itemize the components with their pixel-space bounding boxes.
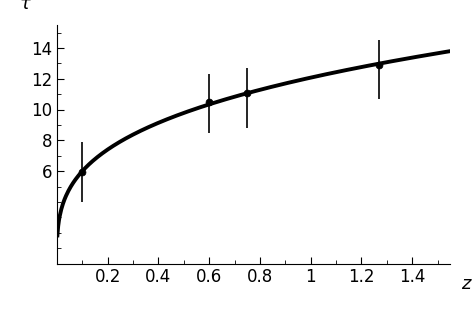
X-axis label: z: z bbox=[461, 275, 471, 294]
Y-axis label: τ: τ bbox=[20, 0, 31, 13]
